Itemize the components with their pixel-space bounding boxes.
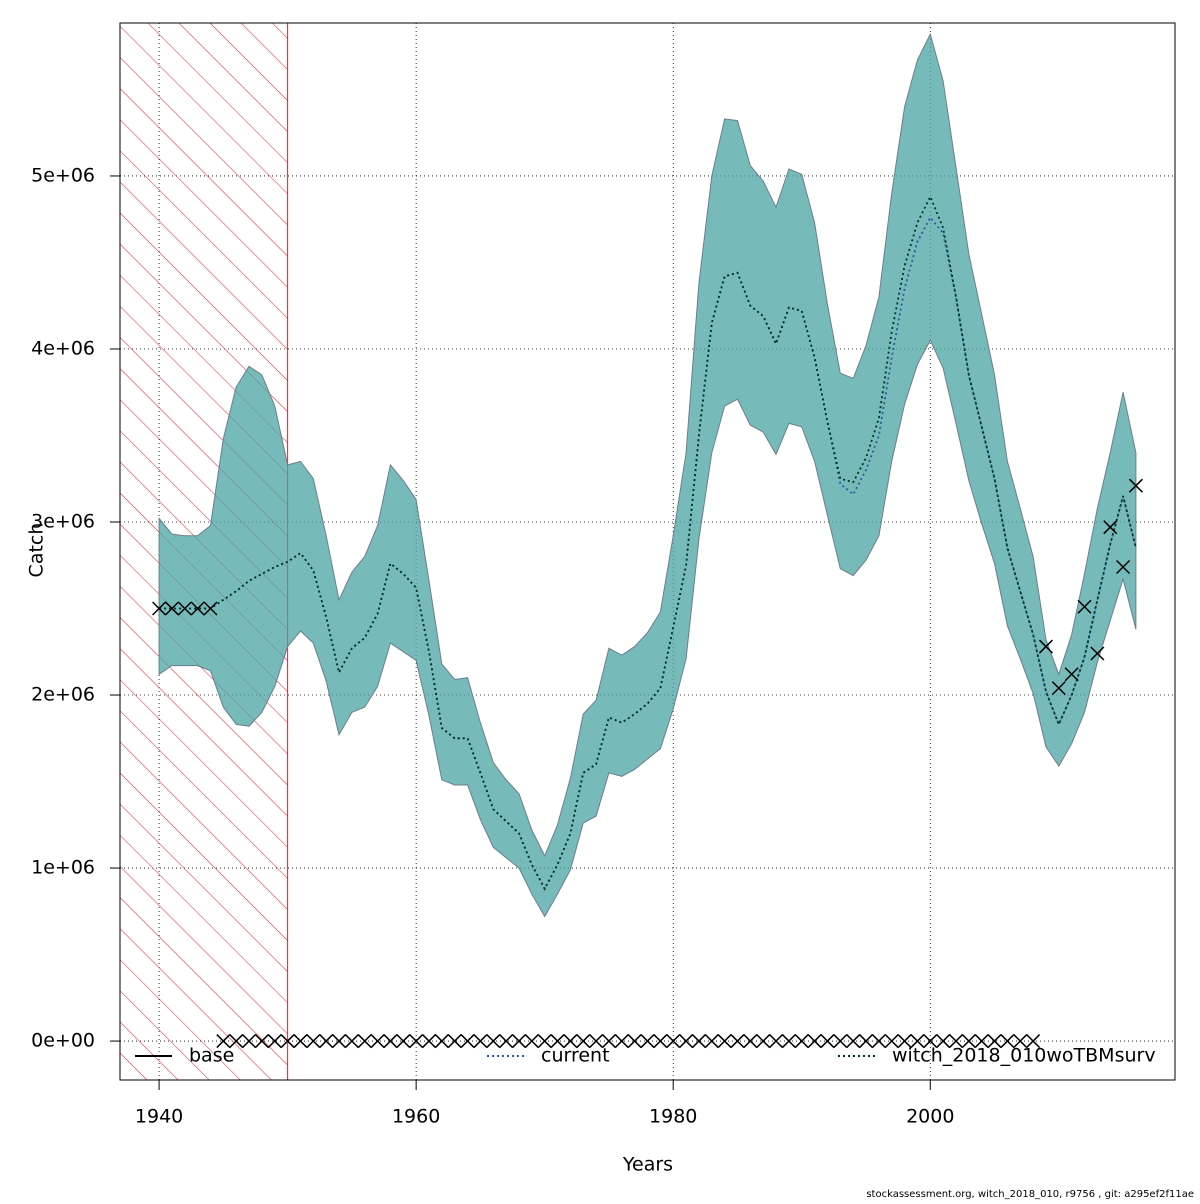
observation-point [961,1034,976,1049]
observation-point [884,1034,899,1049]
x-tick-label: 2000 [906,1106,954,1128]
observation-point [164,601,179,616]
observation-point [280,1034,295,1049]
observation-point [627,1034,642,1049]
observation-point [511,1034,526,1049]
observation-point [1128,478,1143,493]
observation-point [1013,1034,1028,1049]
observation-point [1116,559,1131,575]
legend-label: witch_2018_010woTBMsurv [892,1045,1156,1067]
observation-point [704,1034,719,1049]
observation-point [897,1034,912,1049]
observation-point [871,1034,886,1049]
observation-point [614,1034,629,1049]
footer: stockassessment.org, witch_2018_010, r97… [866,1189,1194,1200]
observation-point [152,601,167,616]
observation-point [910,1034,925,1049]
y-axis-label: Catch [26,523,48,578]
y-tick-label: 0e+00 [31,1030,95,1052]
observation-point [1103,520,1118,535]
observation-point [242,1034,257,1049]
observation-point [421,1034,437,1049]
y-tick-label: 3e+06 [31,510,95,532]
observation-point [820,1034,835,1049]
observation-point [396,1034,411,1049]
observation-point [589,1034,604,1049]
observation-point [1000,1034,1015,1049]
observation-point [370,1034,385,1049]
observation-point [974,1034,989,1049]
observation-point [447,1034,462,1049]
observation-point [679,1034,694,1049]
observation-point [177,601,192,616]
observation-point [948,1034,964,1049]
observation-point [1077,599,1092,614]
observation-point [344,1034,359,1049]
observation-point [306,1034,321,1049]
legend-label: current [541,1045,610,1067]
observation-point [923,1034,938,1049]
observation-point [203,601,218,616]
observation-point [486,1034,501,1049]
observation-point [1038,639,1053,654]
observation-point [756,1034,771,1049]
observation-point [293,1034,308,1049]
observation-point [563,1034,578,1049]
x-tick-label: 1980 [649,1106,697,1128]
observation-point [691,1034,706,1049]
y-tick-label: 4e+06 [31,337,95,359]
observation-point [936,1034,951,1049]
y-tick-label: 5e+06 [31,164,95,186]
y-tick-label: 2e+06 [31,684,95,706]
observation-point [331,1034,347,1049]
observation-point [434,1034,449,1049]
observation-point [524,1034,539,1049]
observation-point [987,1034,1002,1049]
observation-point [1026,1034,1041,1049]
observation-point [743,1034,758,1049]
plot-area [120,23,1175,1080]
observation-point [1064,667,1079,682]
observation-point [769,1034,784,1049]
observation-point [730,1034,745,1049]
x-tick-label: 1940 [135,1106,183,1128]
plot-frame [119,22,1176,1081]
observation-point [640,1034,655,1049]
x-axis-label: Years [622,1154,673,1176]
x-tick-label: 1960 [392,1106,440,1128]
observation-point [229,1034,244,1049]
observation-point [550,1034,565,1049]
observation-point [846,1034,861,1049]
observation-point [216,1034,231,1049]
observation-point [409,1034,424,1049]
observation-point [1090,646,1105,661]
series-line [159,194,1137,891]
y-tick-label: 1e+06 [31,857,95,879]
observation-point [781,1034,796,1049]
observation-point [357,1034,372,1049]
observation-point [537,1034,552,1049]
observation-point [653,1034,668,1049]
observation-point [499,1034,514,1049]
observation-point [267,1034,282,1049]
confidence-band [158,32,1137,918]
observation-point [858,1034,874,1049]
observation-point [319,1034,334,1049]
observation-point [254,1034,269,1049]
legend-label: base [189,1045,234,1067]
observation-point [383,1034,398,1049]
observation-point [717,1034,732,1049]
observation-point [666,1034,681,1049]
observation-point [1051,681,1066,696]
observation-point [601,1034,616,1049]
observation-point [794,1034,809,1049]
observation-point [190,601,205,616]
observation-point [576,1034,591,1049]
observation-point [473,1034,488,1049]
observation-point [460,1034,475,1049]
observation-point [833,1034,848,1049]
observation-point [807,1034,822,1049]
